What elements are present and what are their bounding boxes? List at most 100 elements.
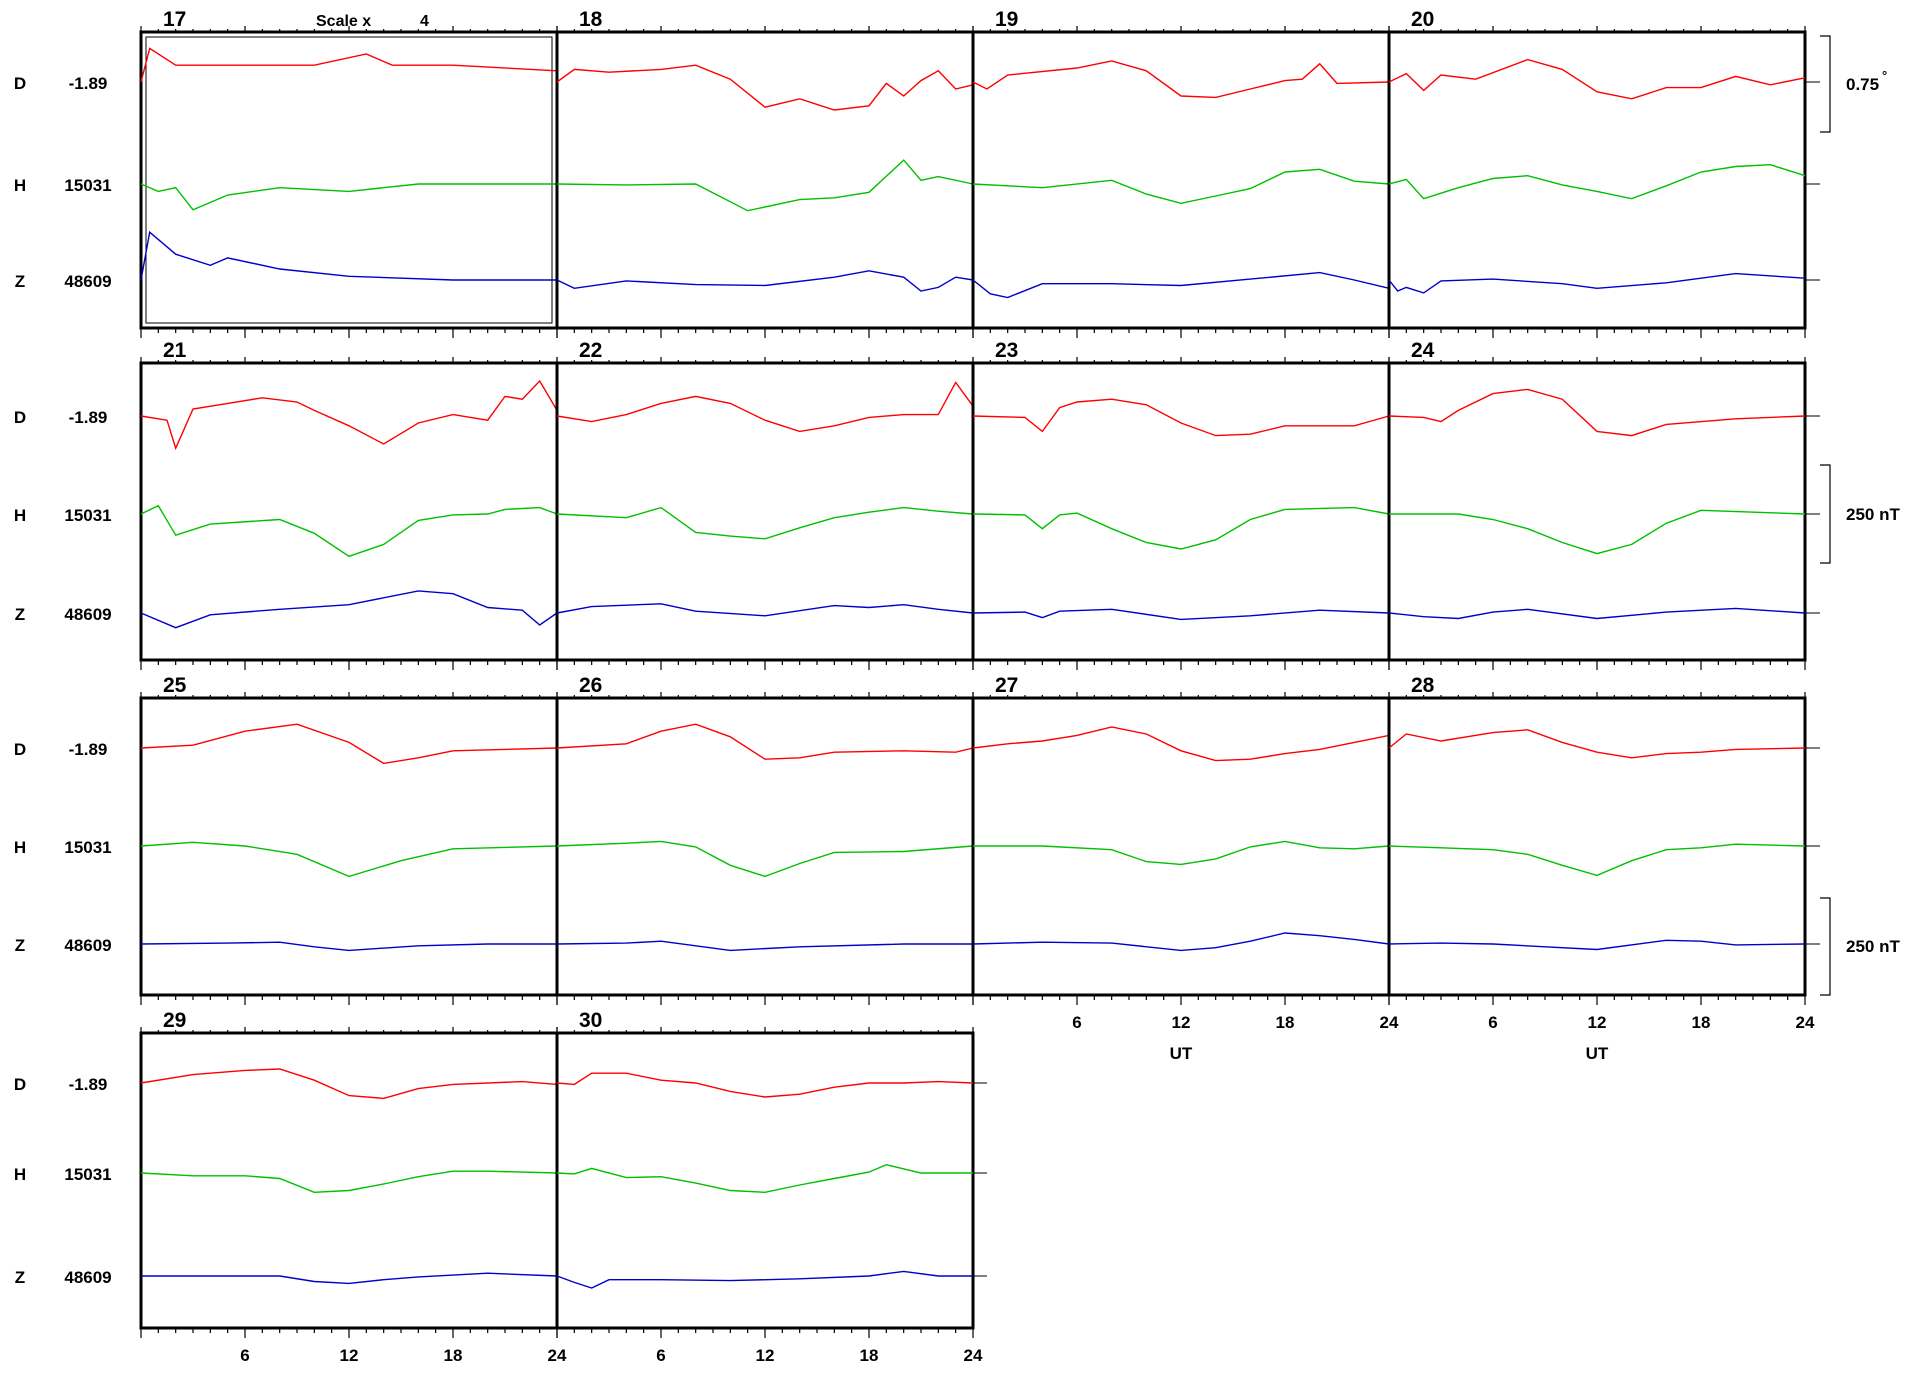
component-label-D: D: [14, 408, 26, 427]
series-line-H: [973, 840, 1390, 866]
series-line-H: [556, 159, 974, 212]
series-line-D: [556, 1072, 974, 1098]
baseline-value-D: -1.89: [69, 740, 108, 759]
component-label-H: H: [14, 1165, 26, 1184]
series-line-D: [140, 1068, 558, 1100]
day-panel-frame: [139, 30, 559, 330]
series-line-D: [972, 726, 1390, 762]
series-line-D: [140, 723, 558, 765]
day-panel-frame: [555, 30, 975, 330]
x-tick-label: 6: [1072, 1013, 1081, 1032]
scale-bar-label: 250 nT: [1846, 937, 1900, 956]
x-tick-label: 18: [1276, 1013, 1295, 1032]
series-line-D: [972, 398, 1390, 437]
series-line-H: [1389, 509, 1806, 555]
day-label: 29: [163, 1009, 186, 1032]
x-axis-label: UT: [1586, 1044, 1609, 1063]
series-line-H: [140, 841, 558, 878]
series-line-H: [140, 183, 557, 211]
x-tick-label: 18: [1692, 1013, 1711, 1032]
scaled-panel-frame: [145, 36, 553, 324]
series-line-H: [972, 168, 1390, 205]
x-tick-label: 24: [1380, 1013, 1399, 1032]
baseline-value-D: -1.89: [69, 74, 108, 93]
x-tick-label: 24: [964, 1346, 983, 1365]
series-line-D: [556, 723, 974, 760]
x-tick-label: 6: [240, 1346, 249, 1365]
series-line-H: [1388, 843, 1806, 877]
x-tick-label: 12: [756, 1346, 775, 1365]
day-panel-frame: [555, 1031, 975, 1330]
component-label-D: D: [14, 740, 26, 759]
series-line-Z: [556, 1270, 973, 1289]
baseline-value-D: -1.89: [69, 408, 108, 427]
component-label-D: D: [14, 74, 26, 93]
series-line-D: [140, 379, 558, 451]
day-label: 18: [579, 8, 603, 31]
x-tick-label: 6: [656, 1346, 665, 1365]
series-line-Z: [140, 590, 558, 629]
series-line-H: [140, 1170, 558, 1194]
series-line-Z: [556, 940, 973, 952]
day-label: 20: [1411, 8, 1434, 31]
baseline-value-Z: 48609: [64, 605, 111, 624]
day-label: 28: [1411, 674, 1435, 697]
day-label: 19: [995, 8, 1018, 31]
series-line-H: [556, 506, 974, 540]
series-line-Z: [140, 230, 557, 281]
series-line-D: [1388, 388, 1806, 437]
component-label-Z: Z: [15, 272, 25, 291]
x-tick-label: 12: [1588, 1013, 1607, 1032]
series-line-Z: [972, 932, 1390, 952]
baseline-value-Z: 48609: [64, 936, 111, 955]
series-line-Z: [140, 941, 557, 952]
baseline-value-H: 15031: [64, 506, 111, 525]
component-label-Z: Z: [15, 605, 25, 624]
day-panel-frame: [555, 696, 975, 997]
x-tick-label: 24: [548, 1346, 567, 1365]
x-tick-label: 12: [340, 1346, 359, 1365]
series-line-D: [1388, 729, 1806, 759]
x-tick-label: 6: [1488, 1013, 1497, 1032]
component-label-Z: Z: [15, 1268, 25, 1287]
day-label: 25: [163, 674, 187, 697]
component-label-Z: Z: [15, 936, 25, 955]
series-line-D: [140, 47, 558, 83]
scale-bar-label: 250 nT: [1846, 505, 1900, 524]
x-tick-label: 24: [1796, 1013, 1815, 1032]
series-line-Z: [1388, 607, 1806, 620]
series-line-Z: [1388, 939, 1806, 951]
series-line-Z: [556, 270, 974, 292]
series-line-Z: [556, 603, 974, 617]
day-label: 24: [1411, 339, 1435, 362]
day-label: 23: [995, 339, 1018, 362]
series-line-H: [140, 504, 558, 558]
x-tick-label: 18: [444, 1346, 463, 1365]
series-line-Z: [972, 271, 1390, 299]
component-label-D: D: [14, 1075, 26, 1094]
day-label: 22: [579, 339, 602, 362]
baseline-value-H: 15031: [64, 1165, 111, 1184]
scale-bar: [1820, 35, 1831, 133]
day-label: 27: [995, 674, 1018, 697]
component-label-H: H: [14, 176, 26, 195]
x-tick-label: 18: [860, 1346, 879, 1365]
day-label: 26: [579, 674, 602, 697]
series-line-H: [556, 1163, 973, 1194]
baseline-value-Z: 48609: [64, 1268, 111, 1287]
scale-note-factor: 4: [420, 13, 429, 30]
scale-bar: [1820, 464, 1831, 564]
series-line-H: [972, 506, 1390, 550]
baseline-value-H: 15031: [64, 838, 111, 857]
series-line-Z: [972, 608, 1390, 621]
scale-note-prefix: Scale x: [316, 13, 371, 30]
component-label-H: H: [14, 506, 26, 525]
day-label: 30: [579, 1009, 602, 1032]
series-line-D: [1388, 58, 1806, 100]
baseline-value-Z: 48609: [64, 272, 111, 291]
day-label: 21: [163, 339, 187, 362]
scale-bar: [1820, 897, 1831, 996]
series-line-Z: [1388, 272, 1806, 294]
scale-bar-label: 0.75: [1846, 75, 1879, 94]
scale-bar-unit: °: [1882, 68, 1887, 83]
